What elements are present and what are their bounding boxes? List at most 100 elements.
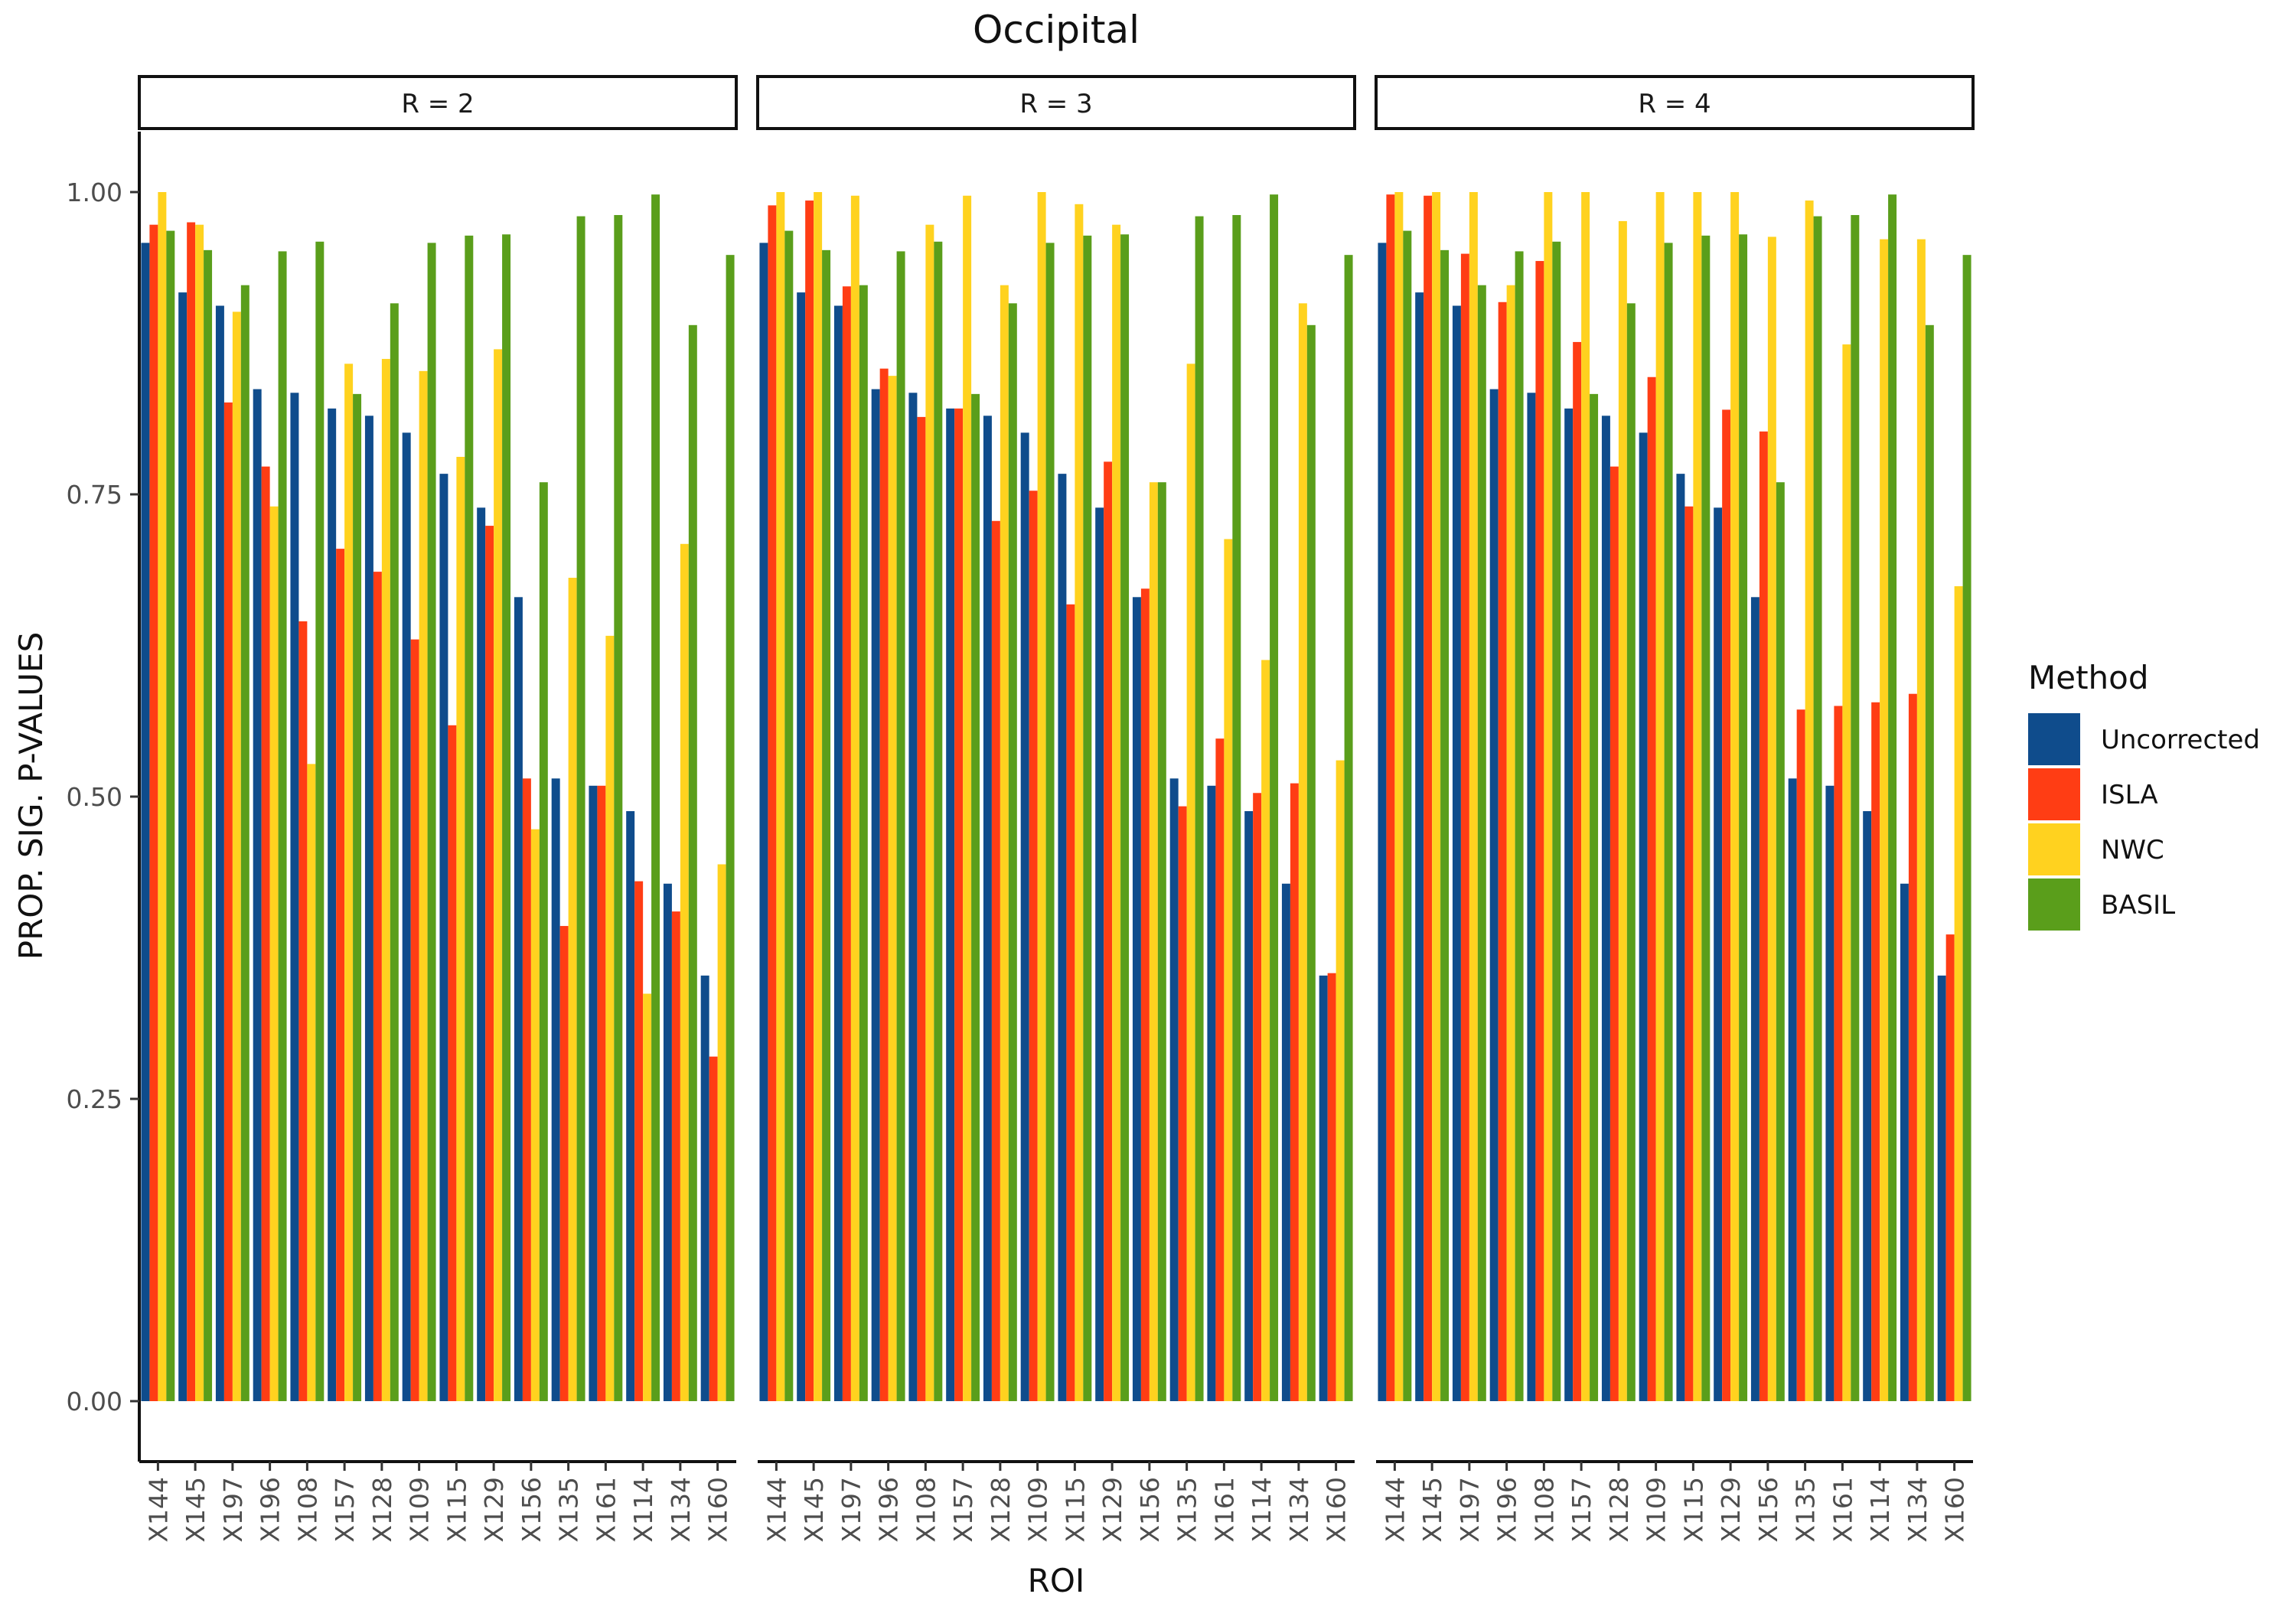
bar-isla-x128: [373, 572, 382, 1401]
bar-basil-x157: [1590, 393, 1599, 1401]
x-tick-label: X156: [1135, 1477, 1165, 1543]
bar-isla-x128: [1609, 466, 1619, 1402]
bar-uncorrected-x160: [1937, 975, 1946, 1401]
bar-uncorrected-x197: [833, 305, 843, 1401]
legend-swatch-basil: [2028, 878, 2080, 931]
x-tick-label: X160: [703, 1477, 733, 1543]
bar-nwc-x196: [269, 506, 279, 1401]
bar-basil-x134: [1925, 324, 1934, 1401]
bar-nwc-x144: [776, 192, 785, 1401]
bar-isla-x114: [1871, 702, 1880, 1401]
bar-basil-x156: [1157, 482, 1166, 1402]
facet-strip: [1375, 75, 1975, 130]
bar-isla-x114: [1253, 793, 1262, 1401]
bar-nwc-x129: [1112, 224, 1121, 1401]
bar-isla-x135: [1796, 709, 1805, 1401]
legend-swatch-isla: [2028, 768, 2080, 820]
bar-nwc-x115: [1693, 192, 1702, 1401]
bar-isla-x108: [298, 621, 308, 1401]
bar-isla-x109: [410, 639, 419, 1401]
bar-nwc-x145: [195, 224, 204, 1401]
bar-nwc-x134: [1298, 303, 1307, 1401]
bar-uncorrected-x144: [1378, 243, 1387, 1401]
bar-isla-x160: [1945, 934, 1955, 1401]
x-tick-label: X196: [1492, 1477, 1522, 1543]
bar-basil-x114: [1888, 194, 1897, 1401]
bar-basil-x197: [859, 285, 868, 1401]
bar-nwc-x135: [568, 578, 577, 1401]
bar-basil-x115: [1701, 235, 1711, 1401]
x-tick-label: X144: [762, 1477, 791, 1543]
legend-label-uncorrected: Uncorrected: [2101, 725, 2260, 755]
bar-uncorrected-x109: [402, 432, 411, 1402]
y-axis-label: PROP. SIG. P-VALUES: [12, 632, 50, 960]
facet-strip: [756, 75, 1356, 130]
bar-basil-x197: [240, 285, 249, 1401]
facet-strip-label: R = 4: [1638, 89, 1711, 119]
bar-uncorrected-x128: [1601, 416, 1610, 1401]
bar-nwc-x114: [1261, 660, 1270, 1401]
legend-swatch-uncorrected: [2028, 713, 2080, 765]
bar-basil-x157: [971, 393, 980, 1401]
x-tick-label: X160: [1940, 1477, 1970, 1543]
bar-nwc-x161: [1224, 539, 1233, 1402]
bar-basil-x115: [1083, 235, 1092, 1401]
bar-nwc-x129: [1730, 192, 1740, 1401]
bar-isla-x109: [1029, 491, 1038, 1401]
bar-basil-x160: [726, 255, 735, 1401]
bar-uncorrected-x161: [1207, 785, 1216, 1401]
bar-nwc-x144: [158, 192, 167, 1401]
bar-basil-x135: [1195, 216, 1204, 1402]
y-tick-label: 1.00: [67, 178, 122, 207]
x-tick-label: X109: [1023, 1477, 1053, 1543]
bar-nwc-x134: [1916, 239, 1926, 1401]
bar-basil-x145: [1440, 249, 1450, 1402]
bar-isla-x197: [1460, 253, 1469, 1402]
bar-isla-x145: [187, 222, 196, 1401]
x-tick-label: X134: [1284, 1477, 1314, 1543]
bar-basil-x197: [1477, 285, 1486, 1401]
bar-basil-x108: [1552, 241, 1561, 1401]
bar-nwc-x144: [1394, 192, 1404, 1401]
facet-strip-label: R = 3: [1019, 89, 1092, 119]
bar-nwc-x197: [232, 311, 241, 1401]
bar-isla-x129: [1722, 409, 1731, 1401]
x-tick-label: X108: [1529, 1477, 1559, 1543]
bar-nwc-x197: [1469, 192, 1478, 1401]
x-tick-label: X145: [1417, 1477, 1447, 1543]
x-tick-label: X114: [628, 1477, 658, 1543]
bar-isla-x157: [1573, 341, 1582, 1401]
x-tick-label: X157: [330, 1477, 360, 1543]
bar-uncorrected-x144: [759, 243, 768, 1401]
legend-swatch-nwc: [2028, 823, 2080, 875]
x-tick-label: X109: [1642, 1477, 1671, 1543]
bar-isla-x134: [671, 911, 680, 1401]
bar-basil-x144: [1403, 230, 1412, 1401]
bar-nwc-x129: [494, 349, 503, 1401]
bar-nwc-x161: [1842, 344, 1851, 1402]
bar-uncorrected-x115: [1058, 474, 1067, 1401]
bar-uncorrected-x157: [328, 408, 337, 1401]
bar-basil-x109: [427, 243, 436, 1401]
bar-uncorrected-x157: [1564, 408, 1574, 1401]
y-tick-label: 0.00: [67, 1387, 122, 1416]
bar-isla-x108: [1535, 261, 1544, 1401]
x-tick-label: X115: [1678, 1477, 1708, 1543]
x-tick-label: X135: [1791, 1477, 1821, 1543]
bar-nwc-x156: [1767, 236, 1776, 1402]
bar-uncorrected-x196: [1489, 389, 1499, 1401]
bar-nwc-x108: [307, 764, 316, 1401]
bar-isla-x134: [1290, 783, 1299, 1401]
bar-nwc-x128: [1000, 285, 1009, 1401]
bar-nwc-x109: [419, 370, 428, 1402]
bar-isla-x115: [1066, 604, 1075, 1401]
bar-isla-x157: [954, 408, 964, 1401]
x-tick-label: X197: [218, 1477, 248, 1543]
bar-isla-x135: [559, 926, 569, 1401]
bar-isla-x161: [597, 785, 606, 1401]
x-tick-label: X196: [256, 1477, 285, 1543]
bar-basil-x196: [896, 251, 905, 1401]
bar-isla-x160: [709, 1056, 718, 1401]
